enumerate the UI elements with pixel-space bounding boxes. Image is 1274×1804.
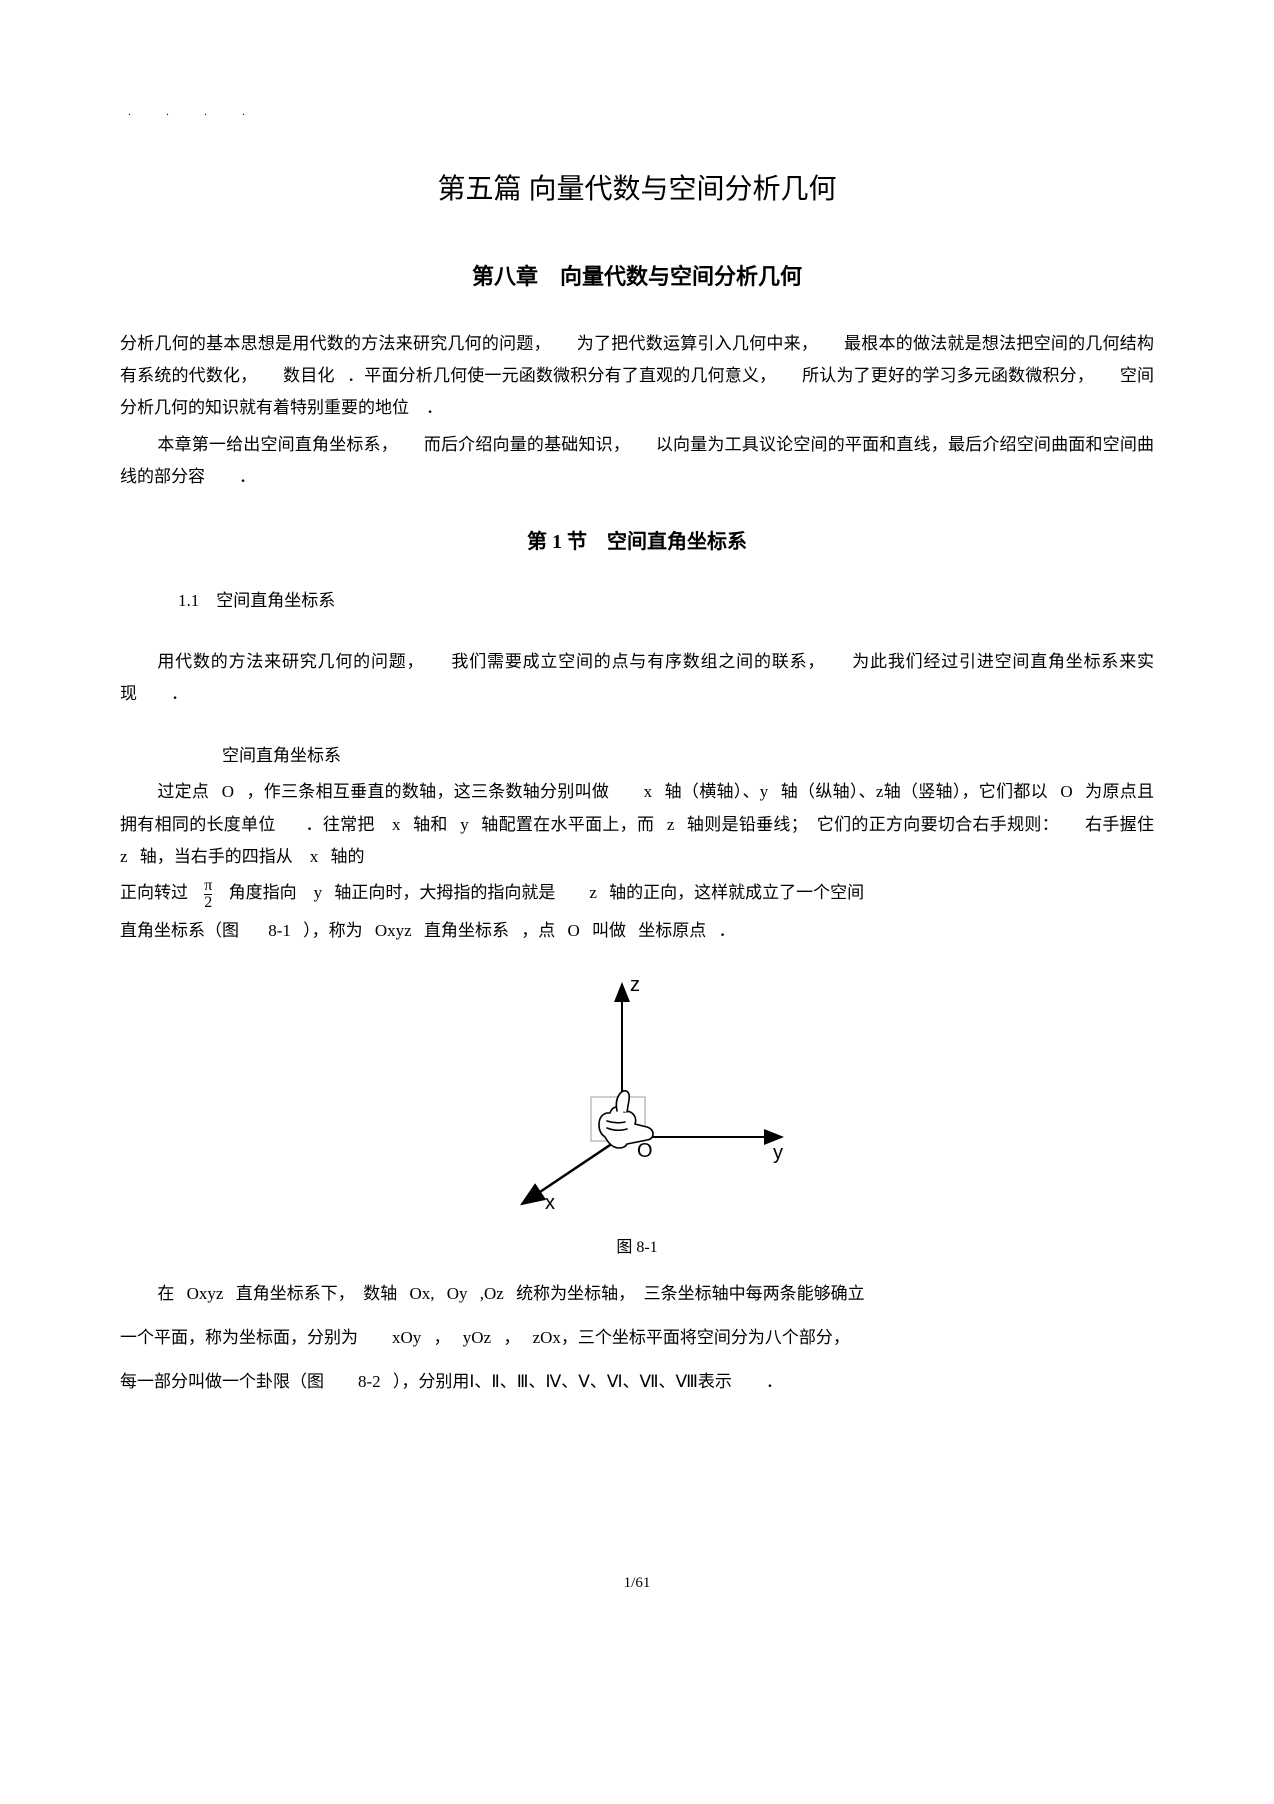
paragraph-5b: 正向转过 π 2 角度指向 y 轴正向时，大拇指的指向就是 z 轴的正向，这样就… xyxy=(120,877,1154,911)
paragraph-4-title: 空间直角坐标系 xyxy=(120,740,1154,772)
p5b-pre: 正向转过 xyxy=(120,883,188,902)
header-dots: . . . . xyxy=(128,100,1154,123)
paragraph-6: 在 Oxyz 直角坐标系下， 数轴 Ox, Oy ,Oz 统称为坐标轴， 三条坐… xyxy=(120,1278,1154,1310)
paragraph-7: 一个平面，称为坐标面，分别为 xOy ， yOz ， zOx，三个坐标平面将空间… xyxy=(120,1322,1154,1354)
paragraph-3: 用代数的方法来研究几何的问题， 我们需要成立空间的点与有序数组之间的联系， 为此… xyxy=(120,646,1154,711)
paragraph-5c: 直角坐标系（图 8-1 ），称为 Oxyz 直角坐标系 ，点 O 叫做 坐标原点… xyxy=(120,915,1154,947)
figure-8-1: z y x O 图 8-1 xyxy=(120,969,1154,1263)
subsection-1-1: 1.1 空间直角坐标系 xyxy=(178,585,1154,617)
title-part: 第五篇 向量代数与空间分析几何 xyxy=(120,163,1154,216)
fraction-denominator: 2 xyxy=(204,894,212,911)
section-1-title: 第 1 节 空间直角坐标系 xyxy=(120,523,1154,561)
intro-paragraph-1: 分析几何的基本思想是用代数的方法来研究几何的问题， 为了把代数运算引入几何中来，… xyxy=(120,328,1154,425)
axis-label-z: z xyxy=(630,974,640,996)
title-chapter: 第八章 向量代数与空间分析几何 xyxy=(120,256,1154,298)
paragraph-8: 每一部分叫做一个卦限（图 8-2 ），分别用Ⅰ、Ⅱ、Ⅲ、Ⅳ、Ⅴ、Ⅵ、Ⅶ、Ⅷ表示 … xyxy=(120,1366,1154,1398)
axis-label-x: x xyxy=(545,1192,555,1214)
axis-label-o: O xyxy=(637,1140,653,1162)
fraction-numerator: π xyxy=(204,878,212,894)
intro-paragraph-2: 本章第一给出空间直角坐标系， 而后介绍向量的基础知识， 以向量为工具议论空间的平… xyxy=(120,429,1154,494)
p5b-post: 角度指向 y 轴正向时，大拇指的指向就是 z 轴的正向，这样就成立了一个空间 xyxy=(229,883,865,902)
paragraph-5a: 过定点 O ，作三条相互垂直的数轴，这三条数轴分别叫做 x 轴（横轴）、y 轴（… xyxy=(120,776,1154,873)
figure-caption: 图 8-1 xyxy=(616,1233,657,1263)
fraction-pi-2: π 2 xyxy=(204,878,212,911)
page-number: 1/61 xyxy=(120,1569,1154,1598)
axis-label-y: y xyxy=(773,1142,783,1164)
coordinate-system-diagram: z y x O xyxy=(457,969,817,1229)
